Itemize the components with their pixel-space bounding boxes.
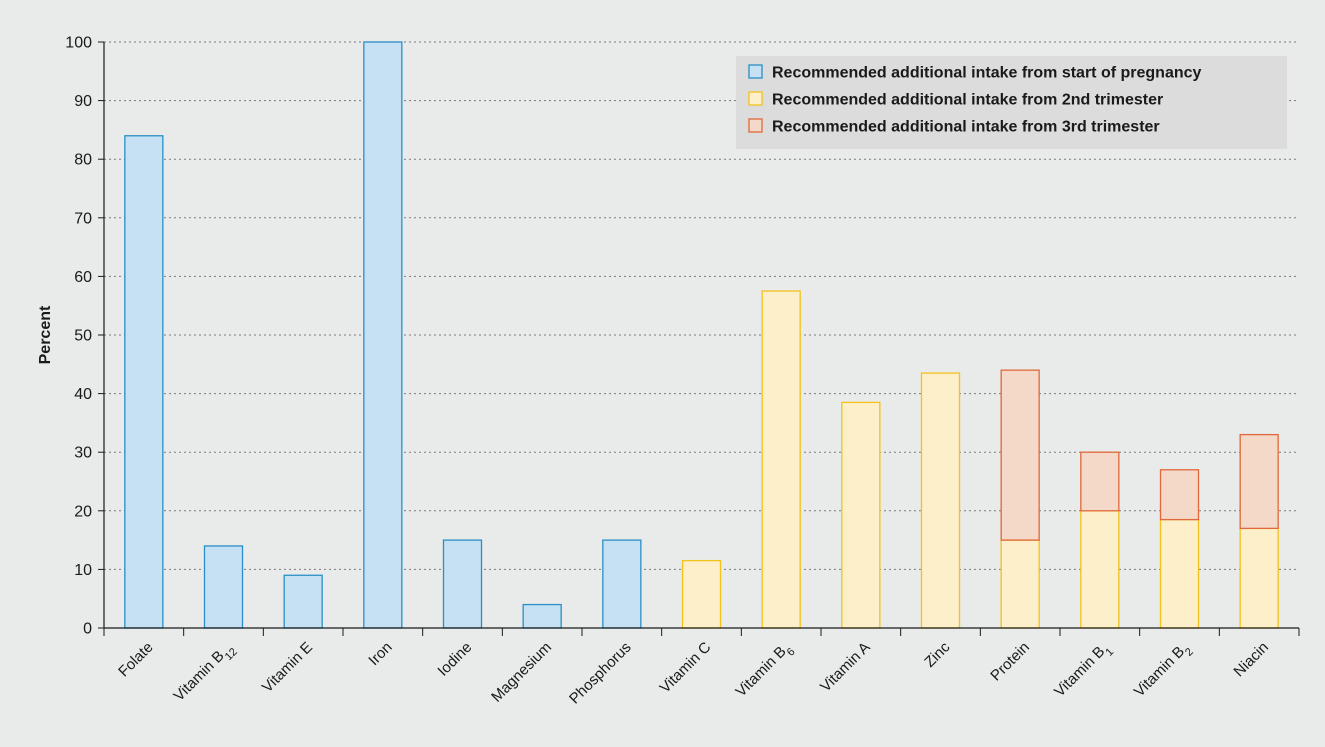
bar [283,574,323,629]
y-tick-label: 30 [74,445,92,462]
bar [522,603,562,629]
bar [1000,369,1040,541]
bar [1080,510,1120,629]
bar [681,559,722,629]
y-tick-label: 40 [74,386,92,403]
bar [124,135,164,629]
y-tick-label: 70 [74,210,92,227]
y-tick-label: 20 [74,503,92,520]
bar [1159,469,1200,521]
bar [602,539,642,629]
y-tick-label: 60 [74,269,92,286]
y-tick-label: 0 [83,621,92,638]
legend-label: Recommended additional intake from start… [772,65,1202,82]
bars [124,41,1279,629]
legend-swatch [748,91,763,106]
y-tick-label: 10 [74,562,92,579]
y-tick-label: 90 [74,93,92,110]
bar [841,401,881,629]
y-tick-label: 50 [74,328,92,345]
bar [1000,539,1040,629]
legend: Recommended additional intake from start… [736,56,1287,149]
bar [920,372,961,629]
bar [1080,451,1120,512]
legend-swatch [748,118,763,133]
bar [363,41,403,629]
legend-swatch [748,64,763,79]
legend-label: Recommended additional intake from 3rd t… [772,119,1160,136]
bar [442,539,483,629]
bar [761,290,801,629]
legend-box [736,56,1287,149]
legend-label: Recommended additional intake from 2nd t… [772,92,1163,109]
bar [1239,527,1279,629]
bar [1239,433,1279,530]
y-axis-label: Percent [37,305,54,364]
bar [1159,518,1200,629]
y-tick-label: 100 [65,35,92,52]
bar [203,545,244,629]
y-tick-label: 80 [74,152,92,169]
